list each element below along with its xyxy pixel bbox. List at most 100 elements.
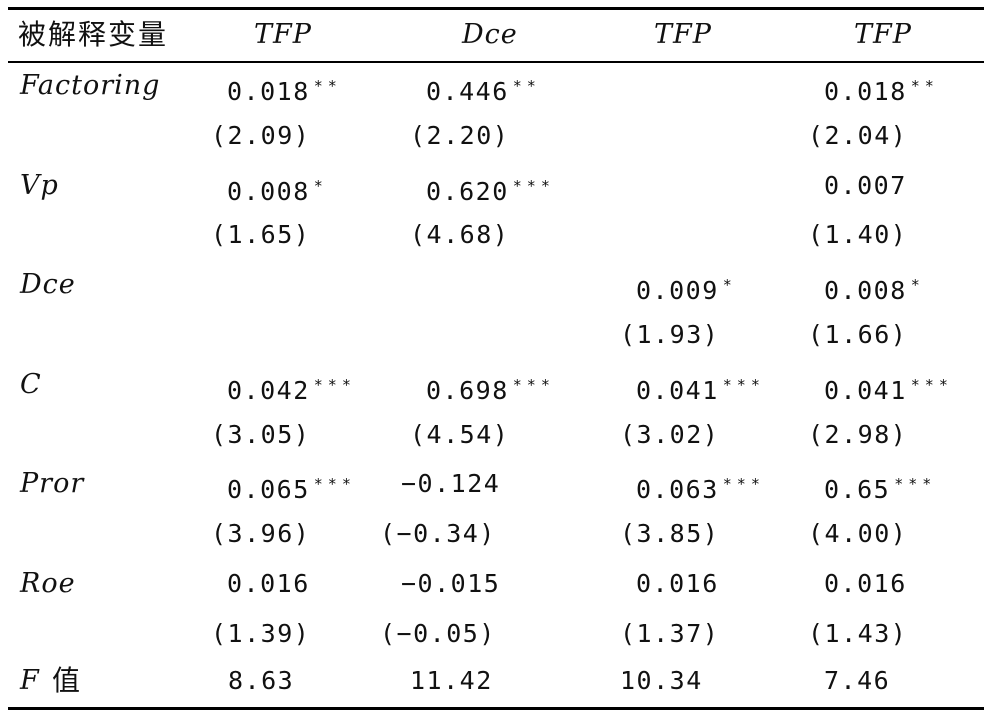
regression-table: 被解释变量 TFP Dce TFP TFP Factoring 0.018 ** 0.… bbox=[8, 7, 984, 710]
significance-stars: *** bbox=[894, 475, 937, 494]
standard-error-cell: (4.68) bbox=[410, 215, 509, 255]
cell-value: (4.54) bbox=[410, 419, 510, 449]
standard-error-cell: (2.04) bbox=[808, 116, 907, 156]
significance-stars: *** bbox=[722, 375, 765, 394]
cell-value: 0.008 bbox=[824, 276, 907, 306]
cell-value: 0.042 bbox=[227, 375, 310, 405]
cell-value: 0.041 bbox=[824, 375, 907, 405]
cell-value: (2.09) bbox=[211, 120, 311, 150]
significance-stars: * bbox=[722, 276, 737, 295]
standard-error-cell: (3.85) bbox=[620, 514, 719, 554]
cell-value: 0.620 bbox=[426, 176, 509, 206]
header-col-2: Dce bbox=[462, 19, 518, 50]
cell-value: (1.66) bbox=[808, 320, 908, 349]
cell-value: (4.00) bbox=[808, 519, 908, 549]
coefficient-cell: 0.041 *** bbox=[824, 365, 953, 411]
cell-value: (−0.05) bbox=[380, 618, 496, 648]
cell-value: 0.018 bbox=[227, 77, 310, 106]
coefficient-cell: 0.016 bbox=[636, 564, 719, 604]
row-label: Pror bbox=[20, 468, 85, 500]
standard-error-cell: (1.65) bbox=[211, 215, 310, 255]
footer-f-value: 8.63 bbox=[228, 666, 295, 695]
coefficient-cell: 0.698 *** bbox=[426, 365, 555, 411]
coefficient-cell: 0.018 ** bbox=[824, 66, 939, 112]
cell-value: (3.85) bbox=[620, 519, 720, 549]
footer-f-value: 10.34 bbox=[620, 666, 703, 695]
cell-value: (1.43) bbox=[808, 618, 908, 648]
coefficient-cell: −0.015 bbox=[401, 564, 500, 604]
significance-stars: *** bbox=[512, 375, 555, 394]
cell-value: (3.96) bbox=[211, 519, 311, 549]
cell-value: 0.016 bbox=[636, 569, 719, 598]
footer-f-label: F bbox=[20, 665, 40, 696]
cell-value: (1.39) bbox=[211, 618, 311, 648]
cell-value: −0.124 bbox=[401, 469, 501, 499]
standard-error-cell: (1.93) bbox=[620, 315, 719, 355]
footer-f-value: 7.46 bbox=[824, 666, 891, 695]
significance-stars: * bbox=[313, 176, 328, 195]
standard-error-cell: (3.05) bbox=[211, 415, 310, 455]
coefficient-cell: 0.065 *** bbox=[227, 464, 356, 510]
row-label: C bbox=[20, 368, 42, 400]
standard-error-cell: (1.39) bbox=[211, 614, 310, 654]
standard-error-cell: (3.96) bbox=[211, 514, 310, 554]
cell-value: (2.04) bbox=[808, 120, 908, 150]
cell-value: (2.98) bbox=[808, 419, 908, 449]
cell-value: (2.20) bbox=[410, 120, 510, 150]
row-label: Roe bbox=[20, 568, 76, 599]
standard-error-cell: (4.54) bbox=[410, 415, 509, 455]
standard-error-cell: (−0.05) bbox=[380, 614, 496, 654]
coefficient-cell: 0.446 ** bbox=[426, 66, 541, 112]
table-header: 被解释变量 TFP Dce TFP TFP bbox=[8, 10, 984, 63]
cell-value: 0.041 bbox=[636, 375, 719, 405]
cell-value: 0.016 bbox=[824, 569, 907, 598]
cell-value: (3.05) bbox=[211, 419, 311, 449]
cell-value: 0.016 bbox=[227, 569, 310, 598]
cell-value: 0.018 bbox=[824, 77, 907, 106]
row-label: Factoring bbox=[20, 70, 161, 101]
coefficient-cell: 0.016 bbox=[824, 564, 907, 604]
significance-stars: *** bbox=[313, 475, 356, 494]
cell-value: 0.446 bbox=[426, 77, 509, 106]
cell-value: (1.37) bbox=[620, 618, 720, 648]
standard-error-cell: (2.20) bbox=[410, 116, 509, 156]
standard-error-cell: (1.43) bbox=[808, 614, 907, 654]
row-label: Dce bbox=[20, 269, 76, 301]
standard-error-cell: (2.98) bbox=[808, 415, 907, 455]
significance-stars: *** bbox=[722, 475, 765, 494]
coefficient-cell: 0.042 *** bbox=[227, 365, 356, 411]
cell-value: 0.063 bbox=[636, 475, 719, 505]
cell-value: (3.02) bbox=[620, 419, 720, 449]
header-col-3: TFP bbox=[654, 19, 712, 50]
cell-value: 0.009 bbox=[636, 276, 719, 306]
cell-value: (−0.34) bbox=[380, 519, 496, 549]
standard-error-cell: (1.37) bbox=[620, 614, 719, 654]
significance-stars: *** bbox=[910, 375, 953, 394]
cell-value: (1.65) bbox=[211, 220, 311, 250]
significance-stars: ** bbox=[512, 77, 541, 95]
row-label: Vp bbox=[20, 169, 59, 201]
cell-value: (1.40) bbox=[808, 220, 908, 250]
coefficient-cell: 0.620 *** bbox=[426, 166, 555, 212]
coefficient-cell: 0.008 * bbox=[824, 265, 925, 311]
cell-value: 0.065 bbox=[227, 475, 310, 505]
standard-error-cell: (1.40) bbox=[808, 215, 907, 255]
footer-value-label: 值 bbox=[52, 664, 83, 697]
coefficient-cell: 0.016 bbox=[227, 564, 310, 604]
standard-error-cell: (−0.34) bbox=[380, 514, 496, 554]
cell-value: 0.008 bbox=[227, 176, 310, 206]
standard-error-cell: (3.02) bbox=[620, 415, 719, 455]
significance-stars: *** bbox=[512, 176, 555, 195]
cell-value: (4.68) bbox=[410, 220, 510, 250]
coefficient-cell: 0.041 *** bbox=[636, 365, 765, 411]
header-col-1: TFP bbox=[254, 19, 312, 50]
standard-error-cell: (4.00) bbox=[808, 514, 907, 554]
coefficient-cell: 0.007 bbox=[824, 166, 907, 206]
cell-value: −0.015 bbox=[401, 569, 501, 598]
coefficient-cell: 0.018 ** bbox=[227, 66, 342, 112]
coefficient-cell: 0.65 *** bbox=[824, 464, 936, 510]
significance-stars: ** bbox=[313, 77, 342, 95]
header-col-4: TFP bbox=[854, 19, 912, 50]
significance-stars: *** bbox=[313, 375, 356, 394]
standard-error-cell: (2.09) bbox=[211, 116, 310, 156]
